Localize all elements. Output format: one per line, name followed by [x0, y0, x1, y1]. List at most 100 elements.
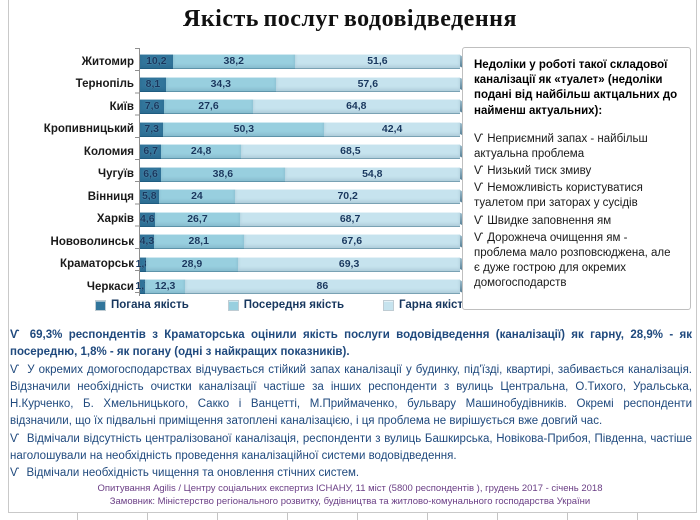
bullet-icon: Ѵ	[474, 214, 484, 227]
bar-value-label: 50,3	[233, 122, 255, 135]
bullet-icon: Ѵ	[474, 182, 484, 195]
bar-segment: 1,7	[135, 279, 150, 294]
category-label: Черкаси	[86, 280, 134, 293]
bullet-icon: Ѵ	[10, 432, 23, 445]
chart-row: Краматорськ 1,8 28,9 69,3	[14, 256, 465, 272]
bullet-icon: Ѵ	[474, 231, 484, 244]
bar-value-label: 4,6	[140, 212, 155, 225]
chart-row: Коломия 6,7 24,8 68,5	[14, 144, 465, 159]
bar-track: 1,8 28,9 69,3	[136, 256, 465, 272]
chart-row: Нововолинськ 4,3 28,1 67,6	[14, 234, 465, 249]
category-label: Житомир	[81, 55, 134, 68]
bar-segment: 34,3	[165, 76, 276, 92]
chart-row: Харків 4,6 26,7 68,7	[14, 211, 465, 227]
bar-segment: 68,7	[240, 211, 460, 227]
bar-value-label: 12,3	[154, 280, 176, 293]
footer: Опитування Agilis / Центру соціальних ек…	[0, 483, 700, 509]
legend-swatch	[384, 300, 394, 310]
bar-track: 4,6 26,7 68,7	[140, 211, 465, 227]
chart-row: Житомир 10,2 38,2 51,6	[14, 54, 465, 69]
drawbacks-panel: Недоліки у роботі такої складової каналі…	[462, 47, 691, 310]
category-label: Харків	[96, 213, 134, 225]
bar-segment: 54,8	[284, 166, 460, 182]
category-label: Краматорськ	[60, 258, 134, 270]
bullet-icon: Ѵ	[474, 132, 484, 145]
chart-legend: Погана якість Посередня якість Гарна якіст…	[96, 299, 470, 311]
bar-value-label: 1,7	[135, 280, 151, 293]
legend-item: Погана якість	[96, 299, 189, 311]
bar-value-label: 68,7	[339, 212, 361, 225]
bar-segment: 64,8	[252, 99, 460, 114]
bar-track: 7,3 50,3 42,4	[140, 121, 465, 137]
bar-value-label: 28,1	[188, 235, 209, 248]
bar-value-label: 70,2	[337, 190, 358, 203]
category-label: Нововолинськ	[50, 235, 134, 248]
bar-track: 6,6 38,6 54,8	[140, 166, 465, 182]
below-slide-ticks	[8, 513, 697, 520]
footer-client-line: Замовник: Міністерство регіонального роз…	[109, 496, 591, 508]
drawback-item: Ѵ Швидке заповнення ям	[474, 214, 612, 227]
legend-label: Посередня якість	[243, 299, 345, 311]
bar-segment: 7,6	[140, 99, 165, 114]
drawback-item: Ѵ Низький тиск змиву	[474, 165, 592, 178]
bar-segment: 67,6	[243, 234, 460, 249]
bar-value-label: 7,6	[144, 100, 160, 113]
bar-value-label: 24,8	[190, 145, 212, 158]
drawbacks-heading: Недоліки у роботі такої складової каналі…	[474, 59, 678, 117]
bar-value-label: 24	[191, 190, 203, 203]
bar-segment: 42,4	[324, 121, 460, 137]
category-label: Чугуїв	[98, 168, 134, 180]
chart-row: Тернопіль 8,1 34,3 57,6	[14, 76, 465, 92]
bar-value-label: 57,6	[357, 77, 379, 90]
bar-value-label: 42,4	[381, 122, 403, 135]
bar-value-label: 26,7	[187, 212, 208, 225]
bar-segment: 7,3	[140, 121, 164, 137]
bar-value-label: 64,8	[346, 100, 367, 113]
bar-track: 5,8 24 70,2	[140, 189, 465, 204]
bar-value-label: 38,2	[223, 55, 244, 68]
bar-segment: 6,6	[140, 166, 162, 182]
bar-segment: 5,8	[140, 189, 159, 204]
bar-value-label: 1,8	[135, 257, 151, 270]
chart-plot-area: Житомир 10,2 38,2 51,6 Тернопіль 8,1 34,3 57,6 К…	[14, 48, 465, 296]
bar-value-label: 6,7	[143, 145, 159, 158]
bar-segment: 10,2	[140, 54, 173, 69]
bar-segment: 4,6	[140, 211, 155, 227]
bar-segment: 24	[158, 189, 236, 204]
bar-segment: 28,1	[153, 234, 244, 249]
drawback-item: Ѵ Неприємний запах - найбільш актуальна п…	[474, 132, 648, 160]
bullet-icon: Ѵ	[10, 467, 23, 479]
bullet-icon: Ѵ	[10, 329, 26, 341]
findings-text-block: Ѵ 69,3% респондентів з Краматорська оцін…	[10, 327, 692, 482]
finding-paragraph: Ѵ У окремих домогосподарствах відчуваєть…	[10, 363, 692, 428]
bar-segment: 70,2	[235, 189, 460, 204]
bar-segment: 24,8	[161, 144, 241, 159]
bar-segment: 68,5	[240, 144, 460, 159]
bar-value-label: 5,8	[141, 190, 157, 203]
bar-segment: 12,3	[145, 279, 185, 294]
legend-item: Гарна якість	[384, 299, 470, 311]
category-label: Кропивницький	[43, 123, 134, 135]
bar-segment: 69,3	[238, 256, 460, 272]
finding-paragraph: Ѵ 69,3% респондентів з Краматорська оцін…	[10, 329, 692, 359]
bar-segment: 26,7	[154, 211, 241, 227]
bar-value-label: 38,6	[212, 167, 234, 180]
bar-value-label: 86	[316, 280, 329, 293]
y-axis-ticks	[135, 48, 139, 296]
legend-label: Гарна якість	[399, 299, 471, 311]
bar-value-label: 6,6	[143, 167, 158, 180]
bar-segment: 50,3	[163, 121, 325, 137]
bar-segment: 6,7	[140, 144, 162, 159]
bar-value-label: 4,3	[139, 235, 155, 248]
category-label: Вінниця	[87, 190, 134, 203]
bar-segment: 28,9	[145, 256, 239, 272]
finding-paragraph: Ѵ Відмічали відсутність централізованої …	[10, 432, 692, 462]
legend-label: Погана якість	[111, 299, 189, 311]
bar-track: 4,3 28,1 67,6	[139, 234, 465, 249]
bar-segment: 1,8	[136, 256, 150, 272]
chart-row: Вінниця 5,8 24 70,2	[14, 189, 465, 204]
bar-track: 8,1 34,3 57,6	[140, 76, 465, 92]
drawback-item: Ѵ Дорожнеча очищення ям - проблема мало р…	[474, 231, 671, 290]
bar-value-label: 68,5	[340, 145, 361, 158]
chart-row: Черкаси 1,7 12,3 86	[14, 279, 465, 294]
